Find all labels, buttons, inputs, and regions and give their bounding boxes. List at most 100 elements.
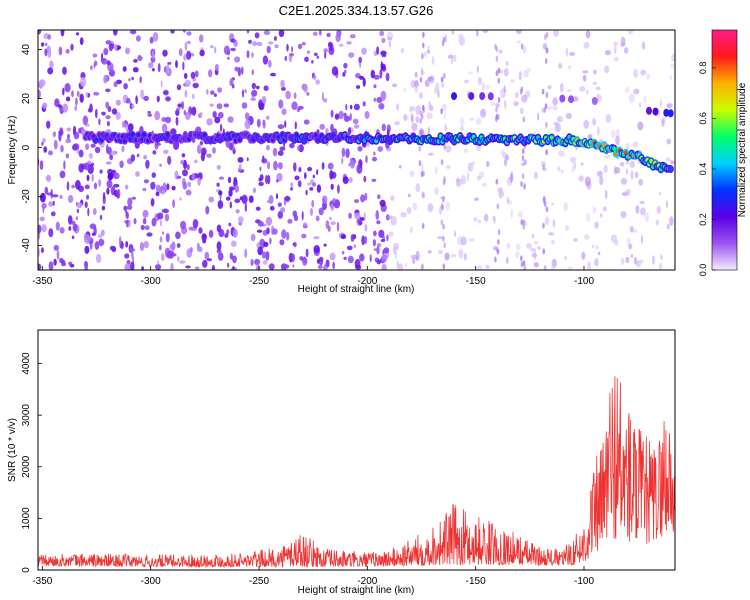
heatmap-noise-cell [280,79,285,88]
heatmap-noise-cell [497,229,501,236]
heatmap-noise-cell [209,103,214,107]
heatmap-noise-cell [322,91,324,102]
heatmap-noise-cell [161,209,165,213]
heatmap-noise-cell [441,40,445,47]
heatmap-noise-cell [670,160,675,165]
heatmap-noise-cell [277,162,283,169]
heatmap-noise-cell [304,56,309,63]
heatmap-noise-cell [322,98,328,103]
heatmap-noise-cell [639,259,645,264]
heatmap-noise-cell [407,193,411,198]
heatmap-noise-cell [396,260,399,269]
heatmap-noise-cell [171,241,176,251]
heatmap-noise-cell [592,69,598,75]
heatmap-noise-cell [263,241,269,247]
heatmap-noise-cell [220,123,223,132]
heatmap-noise-cell [359,75,364,80]
heatmap-noise-cell [101,205,106,211]
heatmap-noise-cell [64,83,71,93]
heatmap-noise-cell [281,108,287,115]
heatmap-noise-cell [244,202,247,212]
heatmap-noise-cell [176,175,182,179]
heatmap-noise-cell [597,251,601,256]
heatmap-noise-cell [185,189,192,196]
heatmap-noise-cell [92,208,97,216]
heatmap-noise-cell [234,56,241,63]
heatmap-noise-cell [349,34,356,39]
heatmap-noise-cell [427,203,434,213]
heatmap-noise-cell [380,61,383,71]
heatmap-noise-cell [443,111,446,121]
heatmap-noise-cell [513,101,519,107]
heatmap-noise-cell [232,255,237,264]
heatmap-noise-cell [573,161,577,170]
heatmap-noise-cell [39,216,45,222]
heatmap-noise-cell [101,58,108,65]
heatmap-noise-cell [208,69,213,78]
heatmap-noise-cell [557,166,561,172]
heatmap-noise-cell [632,141,639,148]
heatmap-noise-cell [630,254,634,258]
heatmap-noise-cell [427,250,432,254]
heatmap-noise-cell [216,241,222,251]
heatmap-noise-cell [186,164,190,170]
heatmap-noise-cell [66,181,70,191]
heatmap-noise-cell [256,229,263,233]
heatmap-noise-cell [133,59,138,63]
heatmap-noise-cell [217,252,224,261]
heatmap-noise-cell [427,152,434,156]
heatmap-noise-cell [154,110,161,121]
heatmap-noise-cell [65,49,70,54]
heatmap-noise-cell [234,66,240,72]
heatmap-noise-cell [614,42,617,53]
heatmap-noise-cell [498,49,503,54]
heatmap-noise-cell [176,243,181,248]
colorbar-label: Normalized spectral amplitude [737,82,748,217]
heatmap-noise-cell [373,97,376,102]
heatmap-noise-cell [419,117,423,124]
heatmap-noise-cell [424,79,430,88]
heatmap-noise-cell [373,74,380,80]
heatmap-noise-cell [98,118,101,126]
heatmap-noise-cell [529,248,537,252]
heatmap-noise-cell [372,239,376,247]
heatmap-noise-cell [542,222,545,229]
heatmap-noise-cell [397,263,404,270]
heatmap-noise-cell [315,79,320,85]
heatmap-noise-cell [518,70,522,81]
heatmap-noise-cell [155,264,162,270]
heatmap-noise-cell [291,253,295,263]
heatmap-noise-cell [311,60,314,64]
heatmap-noise-cell [627,30,634,35]
heatmap-noise-cell [167,155,172,165]
heatmap-noise-cell [101,111,106,116]
heatmap-noise-cell [176,107,181,111]
heatmap-noise-cell [84,201,88,208]
heatmap-noise-cell [396,103,400,111]
heatmap-noise-cell [235,209,240,214]
heatmap-noise-cell [284,120,287,128]
heatmap-trace-cell [663,108,670,117]
heatmap-noise-cell [331,171,337,179]
heatmap-noise-cell [277,202,282,207]
heatmap-noise-cell [62,87,65,96]
heatmap-noise-cell [558,62,563,70]
heatmap-noise-cell [136,153,140,158]
heatmap-noise-cell [232,228,238,238]
heatmap-noise-cell [380,239,386,242]
heatmap-noise-cell [348,212,352,219]
heatmap-noise-cell [106,144,109,154]
heatmap-noise-cell [560,169,564,174]
heatmap-noise-cell [480,108,487,118]
heatmap-noise-cell [179,260,186,264]
heatmap-noise-cell [84,245,90,254]
heatmap-noise-cell [315,215,320,222]
heatmap-noise-cell [184,72,188,79]
heatmap-noise-cell [97,233,103,239]
heatmap-noise-cell [554,122,561,133]
heatmap-noise-cell [666,223,670,230]
heatmap-noise-cell [522,260,526,267]
heatmap-noise-cell [178,48,183,57]
heatmap-noise-cell [38,89,41,99]
heatmap-noise-cell [493,215,496,225]
